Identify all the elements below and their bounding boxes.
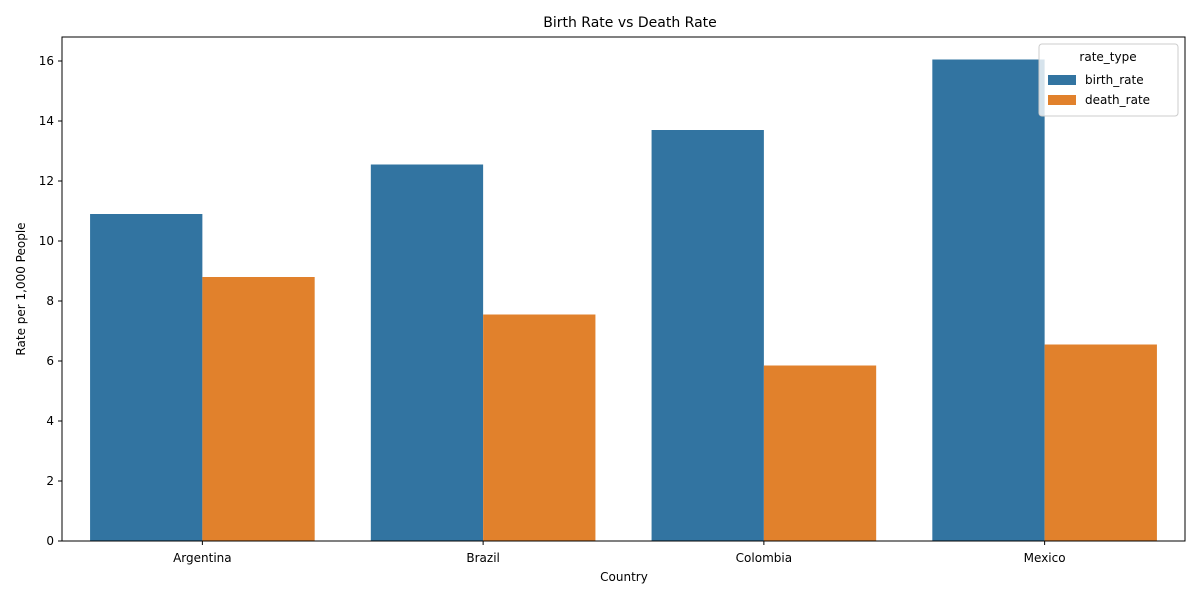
y-tick-label: 0 [46, 534, 54, 548]
bar-birth-rate-argentina [90, 214, 203, 541]
x-tick-label-mexico: Mexico [1024, 551, 1066, 565]
axes-frame [61, 36, 1186, 542]
y-tick-label: 4 [46, 414, 54, 428]
y-axis-label: Rate per 1,000 People [14, 222, 28, 355]
legend: rate_type birth_rate death_rate [1038, 43, 1179, 117]
bar-birth-rate-brazil [370, 164, 484, 541]
y-tick-label: 14 [39, 114, 54, 128]
bar-death-rate-argentina [202, 277, 315, 541]
bar-birth-rate-colombia [651, 130, 764, 541]
chart-title: Birth Rate vs Death Rate [543, 15, 717, 31]
legend-swatch-death-rate [1048, 95, 1076, 105]
x-tick-label-brazil: Brazil [466, 551, 500, 565]
bar-death-rate-colombia [763, 365, 877, 541]
y-tick-label: 10 [39, 234, 54, 248]
x-tick-label-argentina: Argentina [173, 551, 232, 565]
bar-death-rate-mexico [1044, 344, 1157, 541]
y-tick-label: 16 [39, 54, 54, 68]
legend-label-birth-rate: birth_rate [1085, 73, 1144, 87]
y-tick-label: 6 [46, 354, 54, 368]
x-tick-label-colombia: Colombia [736, 551, 792, 565]
y-tick-label: 12 [39, 174, 54, 188]
x-axis-label: Country [600, 570, 648, 584]
legend-title: rate_type [1079, 50, 1136, 64]
legend-swatch-birth-rate [1048, 75, 1076, 85]
plot-area: 0 2 4 6 8 10 12 14 16 Argentina Brazil Colombia Mexi… [39, 36, 1186, 565]
y-tick-label: 2 [46, 474, 54, 488]
bar-birth-rate-mexico [932, 59, 1045, 541]
legend-label-death-rate: death_rate [1085, 93, 1150, 107]
bar-death-rate-brazil [483, 314, 596, 541]
y-tick-label: 8 [46, 294, 54, 308]
